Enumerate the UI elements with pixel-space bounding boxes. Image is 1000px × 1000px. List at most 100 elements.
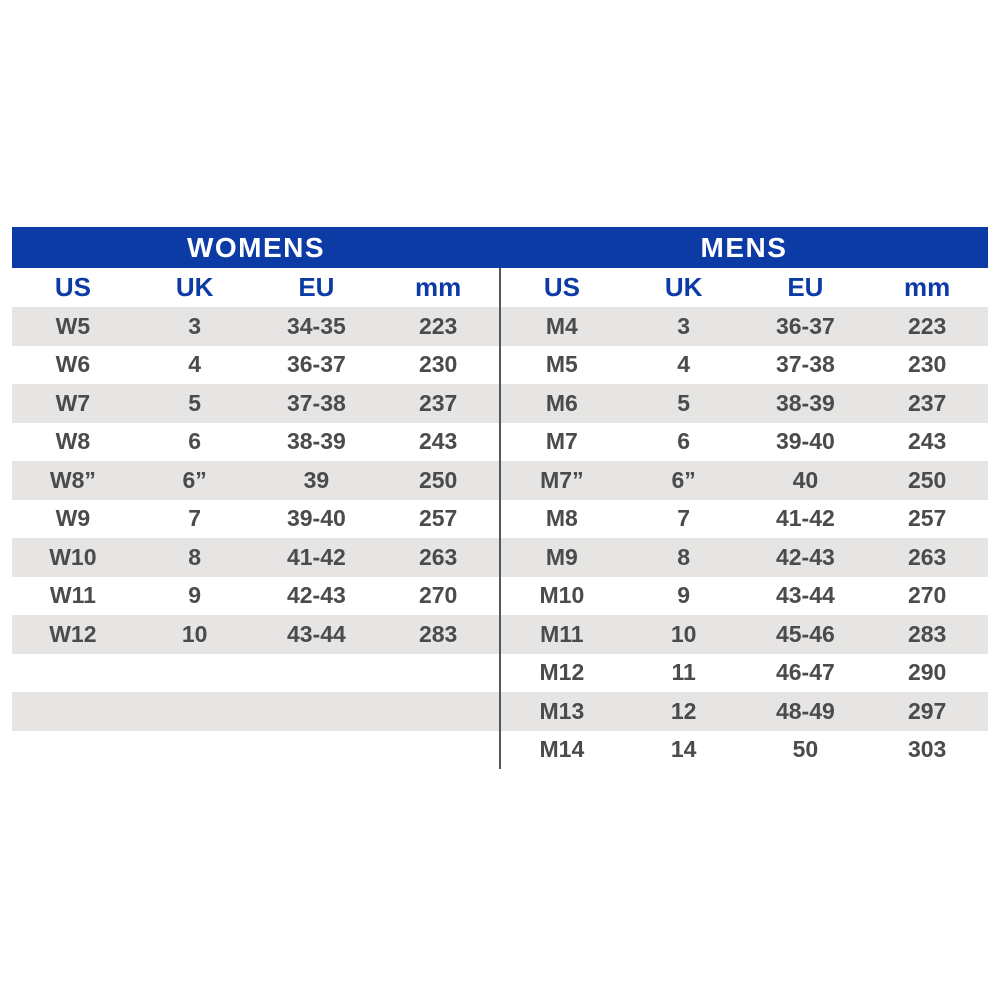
cell-eu: 43-44 <box>775 582 835 609</box>
cell-eu: 42-43 <box>286 582 346 609</box>
table-row-empty <box>12 692 499 731</box>
cell-eu: 45-46 <box>775 620 835 647</box>
cell-mm: 270 <box>418 582 458 609</box>
cell-eu: 38-39 <box>775 389 835 416</box>
cell-us: M7” <box>540 466 584 493</box>
table-row: M10 9 43-44 270 <box>501 577 988 616</box>
cell-mm: 270 <box>907 582 947 609</box>
cell-eu: 41-42 <box>775 505 835 532</box>
cell-eu: 40 <box>792 466 819 493</box>
cell-mm: 223 <box>907 312 947 339</box>
cell-uk: 4 <box>188 351 202 378</box>
cell-eu: 37-38 <box>775 351 835 378</box>
cell-eu: 46-47 <box>775 659 835 686</box>
cell-mm: 283 <box>907 620 947 647</box>
cell-uk: 5 <box>188 389 202 416</box>
table-row: M11 10 45-46 283 <box>501 615 988 654</box>
cell-mm: 283 <box>418 620 458 647</box>
cell-mm: 263 <box>907 543 947 570</box>
womens-table-body: W5 3 34-35 223 W6 4 36-37 230 W7 5 37-38 237 W8 6 3… <box>12 307 499 769</box>
col-header-uk: UK <box>664 272 703 302</box>
cell-mm: 237 <box>907 389 947 416</box>
cell-uk: 6 <box>188 428 202 455</box>
cell-eu: 39 <box>303 466 330 493</box>
womens-table: US UK EU mm W5 3 34-35 223 W6 4 36-37 230 W7 5 3… <box>12 268 499 769</box>
cell-us: M7 <box>545 428 578 455</box>
cell-uk: 6” <box>182 466 207 493</box>
cell-uk: 6 <box>677 428 691 455</box>
cell-us: W11 <box>49 582 96 609</box>
cell-us: M10 <box>539 582 585 609</box>
table-row: M9 8 42-43 263 <box>501 538 988 577</box>
cell-eu: 37-38 <box>286 389 346 416</box>
cell-uk: 6” <box>671 466 696 493</box>
cell-eu: 39-40 <box>286 505 346 532</box>
cell-mm: 237 <box>418 389 458 416</box>
cell-uk: 10 <box>670 620 697 647</box>
cell-us: M8 <box>545 505 578 532</box>
col-header-uk: UK <box>175 272 214 302</box>
table-row: M4 3 36-37 223 <box>501 307 988 346</box>
cell-mm: 223 <box>418 312 458 339</box>
cell-uk: 14 <box>670 736 697 763</box>
cell-eu: 50 <box>792 736 819 763</box>
cell-eu: 41-42 <box>286 543 346 570</box>
table-row: W11 9 42-43 270 <box>12 577 499 616</box>
cell-mm: 250 <box>418 466 458 493</box>
cell-uk: 7 <box>677 505 691 532</box>
col-header-eu: EU <box>298 272 335 302</box>
col-header-mm: mm <box>415 272 462 302</box>
cell-us: M4 <box>545 312 578 339</box>
cell-us: M13 <box>539 697 585 724</box>
cell-us: M12 <box>539 659 585 686</box>
cell-us: W7 <box>55 389 91 416</box>
cell-mm: 297 <box>907 697 947 724</box>
cell-eu: 36-37 <box>775 312 835 339</box>
table-row: M8 7 41-42 257 <box>501 500 988 539</box>
cell-uk: 8 <box>677 543 691 570</box>
cell-eu: 36-37 <box>286 351 346 378</box>
cell-uk: 3 <box>677 312 691 339</box>
cell-us: M11 <box>540 620 584 647</box>
table-row: M7 6 39-40 243 <box>501 423 988 462</box>
cell-uk: 9 <box>677 582 691 609</box>
table-row-empty <box>12 654 499 693</box>
cell-eu: 39-40 <box>775 428 835 455</box>
shoe-size-chart: WOMENS MENS US UK EU mm W5 3 34-35 223 W6 4 3… <box>12 227 988 769</box>
table-row: M5 4 37-38 230 <box>501 346 988 385</box>
cell-us: W6 <box>55 351 91 378</box>
cell-mm: 250 <box>907 466 947 493</box>
mens-table: US UK EU mm M4 3 36-37 223 M5 4 37-38 230 M6 5 3… <box>499 268 988 769</box>
cell-mm: 230 <box>907 351 947 378</box>
cell-mm: 257 <box>907 505 947 532</box>
cell-us: W12 <box>49 620 97 647</box>
cell-mm: 263 <box>418 543 458 570</box>
cell-eu: 34-35 <box>286 312 346 339</box>
mens-column-headers: US UK EU mm <box>501 268 988 307</box>
table-row: W12 10 43-44 283 <box>12 615 499 654</box>
tables-container: US UK EU mm W5 3 34-35 223 W6 4 36-37 230 W7 5 3… <box>12 268 988 769</box>
table-row-empty <box>12 731 499 770</box>
table-row: M13 12 48-49 297 <box>501 692 988 731</box>
cell-mm: 303 <box>907 736 947 763</box>
cell-eu: 38-39 <box>286 428 346 455</box>
table-row: M14 14 50 303 <box>501 731 988 770</box>
cell-eu: 48-49 <box>775 697 835 724</box>
table-row: M7” 6” 40 250 <box>501 461 988 500</box>
cell-mm: 243 <box>907 428 947 455</box>
mens-table-body: M4 3 36-37 223 M5 4 37-38 230 M6 5 38-39 237 M7 6 3… <box>501 307 988 769</box>
cell-us: W8” <box>49 466 96 493</box>
cell-uk: 8 <box>188 543 202 570</box>
table-row: M6 5 38-39 237 <box>501 384 988 423</box>
cell-us: M14 <box>539 736 585 763</box>
mens-section-title: MENS <box>700 231 788 263</box>
col-header-us: US <box>54 272 91 302</box>
table-row: W10 8 41-42 263 <box>12 538 499 577</box>
cell-mm: 257 <box>418 505 458 532</box>
table-row: W7 5 37-38 237 <box>12 384 499 423</box>
cell-us: W10 <box>49 543 97 570</box>
col-header-eu: EU <box>787 272 824 302</box>
cell-mm: 243 <box>418 428 458 455</box>
cell-us: W9 <box>55 505 91 532</box>
cell-uk: 7 <box>188 505 202 532</box>
